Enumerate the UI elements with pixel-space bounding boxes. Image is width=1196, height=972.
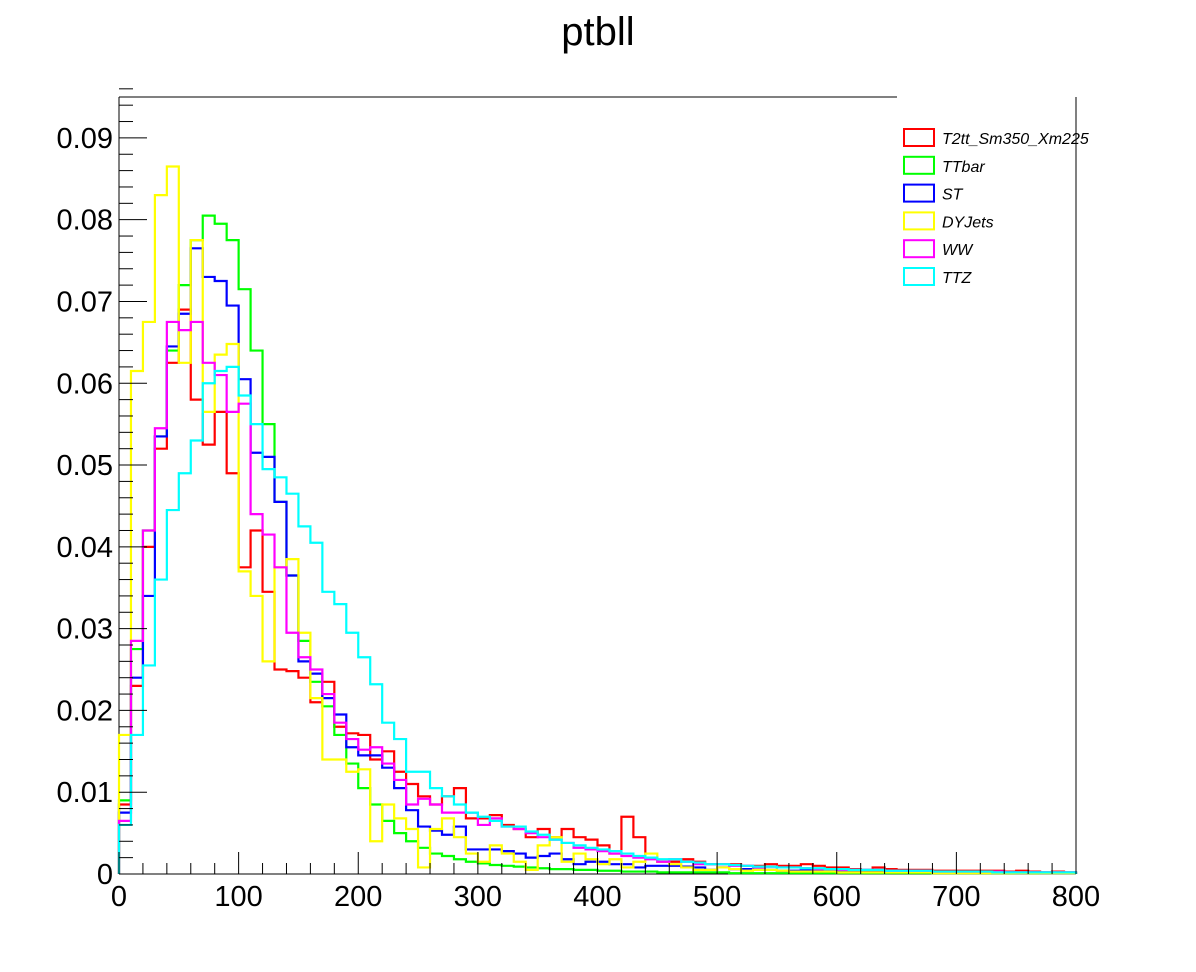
legend-label: WW [942,242,974,259]
legend: T2tt_Sm350_Xm225 TTbar ST DYJets WW TTZ [903,128,1089,287]
legend-label: T2tt_Sm350_Xm225 [942,131,1089,148]
series-line-t2tt-sm350-xm225 [117,308,1078,874]
legend-swatch [903,211,935,231]
y-tick-label: 0.05 [57,450,113,482]
legend-swatch [903,239,935,259]
y-tick-label: 0 [97,859,113,891]
legend-swatch [903,183,935,203]
legend-label: ST [942,187,964,204]
x-tick-label: 200 [334,881,382,913]
legend-swatch [903,267,935,286]
y-tick-label: 0.01 [57,777,113,809]
x-tick-label: 500 [693,881,741,913]
legend-swatch [903,128,935,147]
y-tick-label: 0.03 [57,614,113,646]
axes-layer: 0 100 200 300 400 500 600 700 800 0 0.01 0.02 0.03 0.… [57,88,1100,913]
legend-label: TTZ [942,270,973,287]
x-tick-label: 700 [932,881,980,913]
y-tick-label: 0.06 [57,368,113,400]
x-tick-label: 400 [573,881,621,913]
legend-label: DYJets [942,214,994,231]
x-tick-label: 800 [1052,881,1100,913]
legend-label: TTbar [942,159,985,176]
x-tick-label: 100 [214,881,262,913]
x-tick-label: 0 [111,881,127,913]
y-tick-label: 0.08 [57,205,113,237]
y-tick-label: 0.07 [57,286,113,318]
y-tick-label: 0.04 [57,532,113,564]
y-tick-label: 0.09 [57,123,113,155]
x-tick-label: 600 [813,881,861,913]
legend-swatch [903,155,935,175]
y-tick-label: 0.02 [57,695,113,727]
series-line-ttz [117,365,1078,874]
series-layer [117,165,1078,875]
x-tick-label: 300 [454,881,502,913]
chart-title: ptbll [561,10,634,54]
